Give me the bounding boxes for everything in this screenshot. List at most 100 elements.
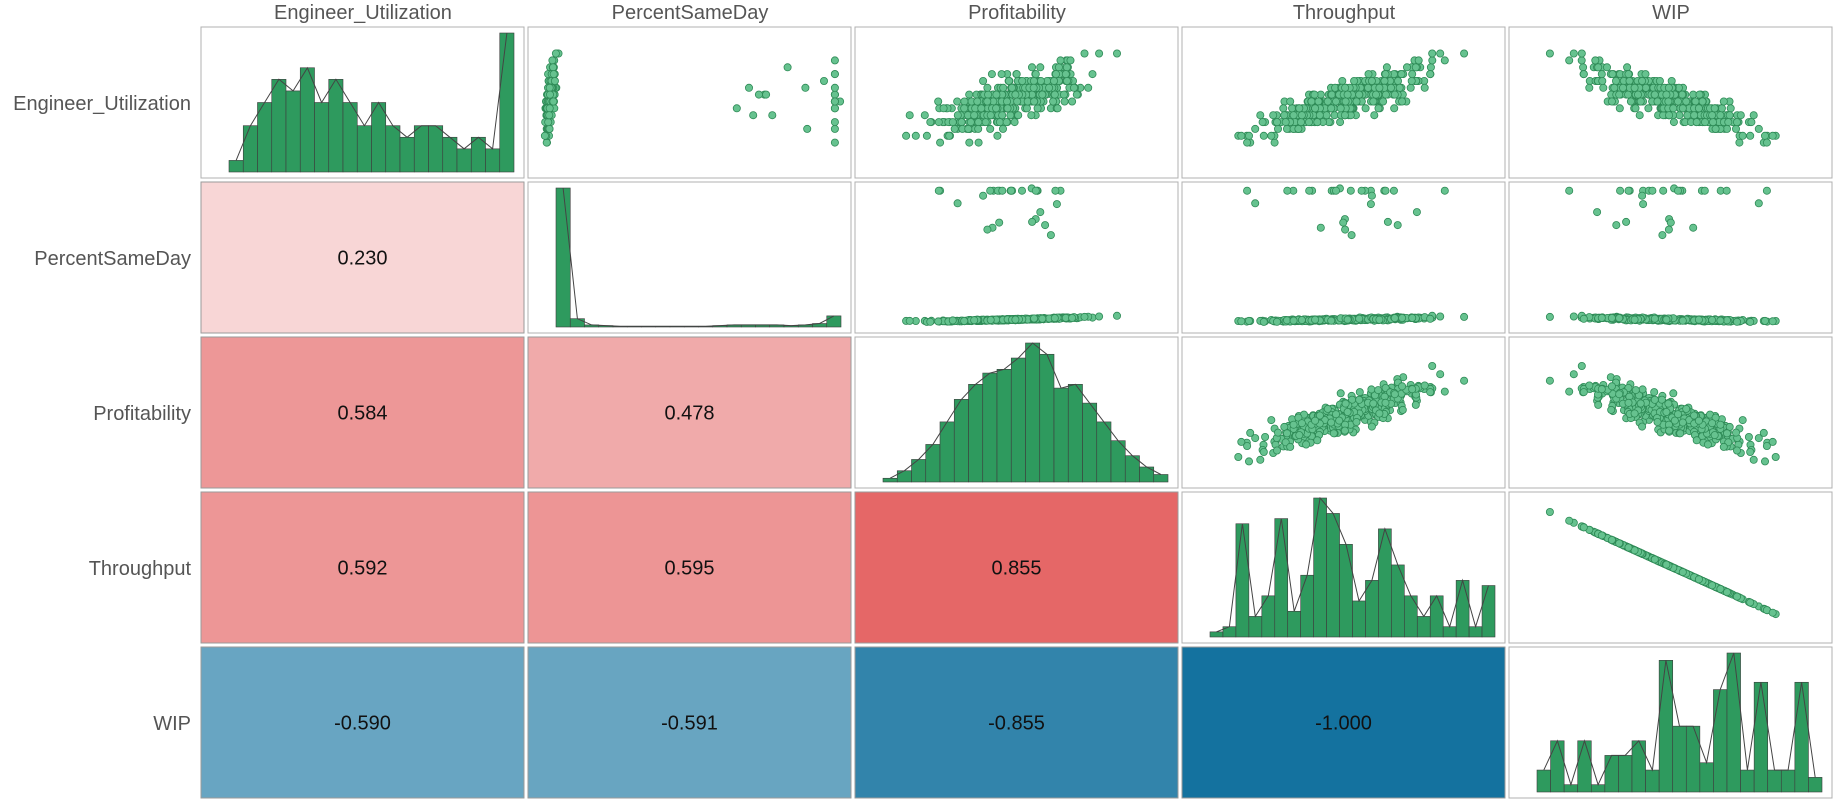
hist-bar bbox=[1287, 610, 1301, 638]
scatter-point bbox=[1381, 90, 1390, 99]
scatter-point bbox=[999, 83, 1008, 92]
scatter-point bbox=[1286, 97, 1295, 106]
scatter-point bbox=[1723, 124, 1732, 133]
hist-bar bbox=[1339, 544, 1353, 638]
scatter-point bbox=[749, 111, 758, 120]
scatter-point bbox=[1722, 186, 1731, 195]
scatter-point bbox=[1375, 315, 1384, 324]
scatter-point bbox=[1724, 118, 1733, 127]
scatter-point bbox=[1565, 387, 1574, 396]
scatter-point bbox=[950, 124, 959, 133]
scatter-point bbox=[1746, 598, 1755, 607]
scatter-point bbox=[1046, 231, 1055, 240]
hist-bar bbox=[1672, 725, 1687, 793]
scatter-point bbox=[1237, 317, 1246, 326]
scatter-point bbox=[1746, 447, 1755, 456]
cell-throughput-vs-engineer-utilization: 0.592 bbox=[200, 491, 525, 644]
cell-engineer-utilization-vs-percentsameday bbox=[527, 26, 852, 179]
scatter-point bbox=[830, 97, 839, 106]
scatter-point bbox=[1694, 575, 1703, 584]
corr-tile bbox=[527, 646, 852, 799]
corr-tile bbox=[1181, 646, 1506, 799]
scatter-point bbox=[1667, 77, 1676, 86]
scatter-point bbox=[1269, 111, 1278, 120]
scatter-point bbox=[974, 124, 983, 133]
scatter-point bbox=[1355, 395, 1364, 404]
hist-bar bbox=[1248, 616, 1263, 638]
scatter-point bbox=[1338, 77, 1347, 86]
scatter-frame bbox=[1181, 181, 1506, 334]
scatter-point bbox=[1390, 104, 1399, 113]
scatter-point bbox=[1689, 223, 1698, 232]
scatter-point bbox=[945, 131, 954, 140]
hist-bar bbox=[1780, 769, 1796, 793]
scatter-point bbox=[1644, 104, 1653, 113]
col-label-engineer-utilization: Engineer_Utilization bbox=[274, 2, 452, 24]
scatter-point bbox=[1013, 97, 1022, 106]
scatter-point bbox=[1626, 97, 1635, 106]
scatter-point bbox=[1615, 104, 1624, 113]
scatter-point bbox=[1011, 90, 1020, 99]
scatter-point bbox=[1754, 434, 1763, 443]
scatter-point bbox=[983, 83, 992, 92]
scatter-point bbox=[1612, 77, 1621, 86]
corr-value: -0.591 bbox=[661, 713, 718, 735]
scatter-point bbox=[1332, 410, 1341, 419]
scatter-point bbox=[1426, 70, 1435, 79]
hist-bar bbox=[1481, 585, 1496, 638]
scatter-point bbox=[922, 131, 931, 140]
hist-bar bbox=[896, 470, 912, 483]
scatter-point bbox=[1408, 70, 1417, 79]
scatter-point bbox=[1369, 399, 1378, 408]
cell-percentsameday-vs-profitability bbox=[854, 181, 1179, 334]
scatter-point bbox=[544, 118, 553, 127]
scatter-point bbox=[1283, 316, 1292, 325]
scatter-point bbox=[1460, 312, 1469, 321]
hist-bar bbox=[413, 125, 429, 173]
scatter-point bbox=[1735, 138, 1744, 147]
scatter-point bbox=[1710, 104, 1719, 113]
scatter-point bbox=[1650, 395, 1659, 404]
scatter-point bbox=[1355, 314, 1364, 323]
scatter-point bbox=[1610, 83, 1619, 92]
scatter-point bbox=[1031, 70, 1040, 79]
corr-tile bbox=[854, 646, 1179, 799]
scatter-point bbox=[1665, 426, 1674, 435]
scatter-point bbox=[830, 124, 839, 133]
hist-bar bbox=[1096, 421, 1112, 483]
scatter-point bbox=[1440, 387, 1449, 396]
scatter-point bbox=[1364, 83, 1373, 92]
scatter-point bbox=[1031, 186, 1040, 195]
scatter-point bbox=[1310, 90, 1319, 99]
scatter-point bbox=[1305, 118, 1314, 127]
scatter-point bbox=[545, 124, 554, 133]
scatter-point bbox=[820, 77, 829, 86]
scatter-point bbox=[1711, 413, 1720, 422]
scatter-point bbox=[1597, 70, 1606, 79]
scatter-point bbox=[1010, 118, 1019, 127]
scatter-point bbox=[1237, 131, 1246, 140]
scatter-point bbox=[1113, 49, 1122, 58]
scatter-point bbox=[1585, 83, 1594, 92]
hist-bar bbox=[1416, 616, 1431, 638]
scatter-point bbox=[1669, 389, 1678, 398]
scatter-point bbox=[1311, 416, 1320, 425]
scatter-point bbox=[1007, 186, 1016, 195]
hist-bar bbox=[1365, 580, 1379, 638]
scatter-point bbox=[1369, 97, 1378, 106]
scatter-point bbox=[1243, 138, 1252, 147]
scatter-point bbox=[1711, 124, 1720, 133]
scatter-point bbox=[1341, 399, 1350, 408]
hist-bar bbox=[1404, 595, 1418, 638]
scatter-point bbox=[1341, 83, 1350, 92]
scatter-point bbox=[768, 111, 777, 120]
scatter-point bbox=[1305, 186, 1314, 195]
hist-bar bbox=[555, 187, 571, 328]
scatter-point bbox=[1569, 49, 1578, 58]
scatter-point bbox=[1597, 531, 1606, 540]
scatter-point bbox=[1420, 381, 1429, 390]
scatter-point bbox=[987, 70, 996, 79]
scatter-point bbox=[1332, 97, 1341, 106]
scatter-point bbox=[993, 131, 1002, 140]
scatter-point bbox=[981, 118, 990, 127]
